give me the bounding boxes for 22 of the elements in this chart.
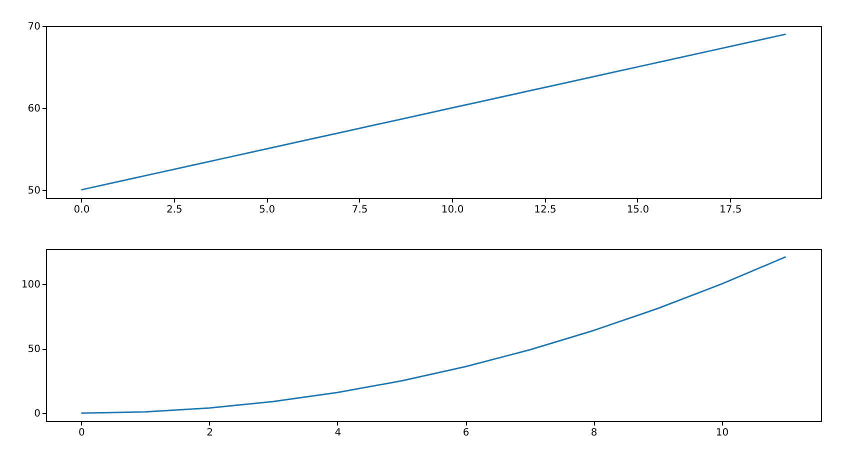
x-tick-label: 17.5 <box>720 204 742 216</box>
x-tick-label: 4 <box>334 428 342 438</box>
y-tick-label: 100 <box>21 279 40 290</box>
y-tick-label: 50 <box>28 344 40 356</box>
x-tick-label: 2 <box>206 428 214 438</box>
x-tick-label: 0 <box>78 428 85 438</box>
y-tick-label: 50 <box>28 185 40 196</box>
line-series <box>80 33 787 191</box>
y-tick-label: 60 <box>28 103 40 114</box>
x-tick-label: 7.5 <box>352 204 368 216</box>
x-tick-label: 2.5 <box>166 204 182 216</box>
x-tick-label: 12.5 <box>534 204 556 216</box>
x-tick-label: 6 <box>462 428 470 438</box>
line-series <box>80 256 787 414</box>
x-tick-label: 8 <box>590 428 598 438</box>
y-tick-label: 0 <box>34 408 40 420</box>
x-tick-label: 0.0 <box>74 204 90 216</box>
x-tick-label: 10.0 <box>441 204 464 216</box>
x-tick-label: 10 <box>716 428 729 438</box>
x-tick-label: 5.0 <box>259 204 276 216</box>
y-tick-label: 70 <box>28 22 40 32</box>
x-tick-label: 15.0 <box>626 204 650 216</box>
